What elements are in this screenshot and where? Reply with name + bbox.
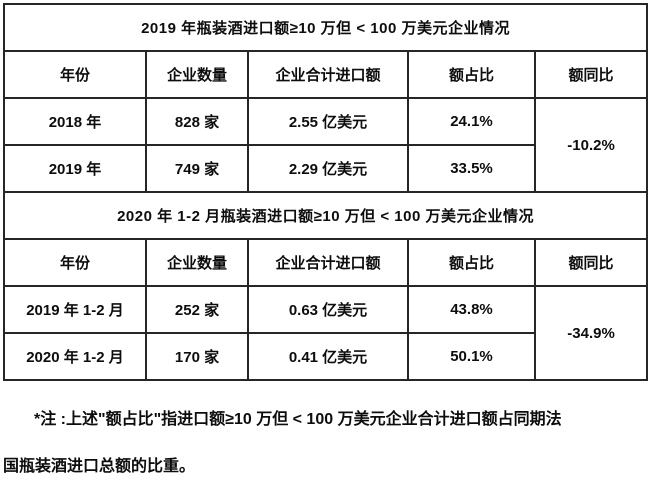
cell-share: 33.5% — [407, 144, 536, 193]
table-row: 2018 年 828 家 2.55 亿美元 24.1% -10.2% — [3, 97, 649, 193]
cell-company-count: 252 家 — [145, 285, 249, 334]
cell-company-count: 749 家 — [145, 144, 249, 193]
table-row: 2019 年 749 家 2.29 亿美元 33.5% — [3, 144, 647, 193]
cell-share: 24.1% — [407, 97, 536, 146]
cell-year: 2019 年 1-2 月 — [3, 285, 147, 334]
cell-company-count: 170 家 — [145, 332, 249, 381]
cell-year: 2018 年 — [3, 97, 147, 146]
cell-year: 2019 年 — [3, 144, 147, 193]
cell-year: 2020 年 1-2 月 — [3, 332, 147, 381]
cell-company-count: 828 家 — [145, 97, 249, 146]
cell-share: 50.1% — [407, 332, 536, 381]
cell-import-total: 2.29 亿美元 — [247, 144, 409, 193]
header-cell-share: 额占比 — [407, 50, 536, 99]
cell-import-total: 0.63 亿美元 — [247, 285, 409, 334]
header-cell-import-total: 企业合计进口额 — [247, 238, 409, 287]
footnote-line-2: 国瓶装酒进口总额的比重。 — [3, 458, 196, 475]
header-cell-year: 年份 — [3, 238, 147, 287]
header-cell-import-total: 企业合计进口额 — [247, 50, 409, 99]
cell-share: 43.8% — [407, 285, 536, 334]
table-row: 2019 年 1-2 月 252 家 0.63 亿美元 43.8% -34.9% — [3, 285, 649, 381]
header-cell-company-count: 企业数量 — [145, 50, 249, 99]
cell-yoy-merged: -10.2% — [533, 97, 649, 193]
section2-title-row: 2020 年 1-2 月瓶装酒进口额≥10 万但 < 100 万美元企业情况 — [2, 191, 649, 240]
section2-title: 2020 年 1-2 月瓶装酒进口额≥10 万但 < 100 万美元企业情况 — [2, 191, 649, 240]
section2-header-row: 年份 企业数量 企业合计进口额 额占比 额同比 — [3, 238, 649, 287]
header-cell-yoy: 额同比 — [533, 238, 649, 287]
cell-import-total: 0.41 亿美元 — [247, 332, 409, 381]
section1-title: 2019 年瓶装酒进口额≥10 万但 < 100 万美元企业情况 — [2, 3, 649, 52]
section1-title-row: 2019 年瓶装酒进口额≥10 万但 < 100 万美元企业情况 — [2, 3, 649, 52]
import-stats-table: 2019 年瓶装酒进口额≥10 万但 < 100 万美元企业情况 年份 企业数量… — [2, 3, 649, 381]
table-row: 2020 年 1-2 月 170 家 0.41 亿美元 50.1% — [3, 332, 647, 381]
header-cell-share: 额占比 — [407, 238, 536, 287]
cell-yoy-merged: -34.9% — [533, 285, 649, 381]
footnote-line-1: *注 :上述"额占比"指进口额≥10 万但 < 100 万美元企业合计进口额占同… — [34, 411, 562, 428]
header-cell-yoy: 额同比 — [533, 50, 649, 99]
header-cell-company-count: 企业数量 — [145, 238, 249, 287]
header-cell-year: 年份 — [3, 50, 147, 99]
section1-header-row: 年份 企业数量 企业合计进口额 额占比 额同比 — [3, 50, 649, 99]
cell-import-total: 2.55 亿美元 — [247, 97, 409, 146]
